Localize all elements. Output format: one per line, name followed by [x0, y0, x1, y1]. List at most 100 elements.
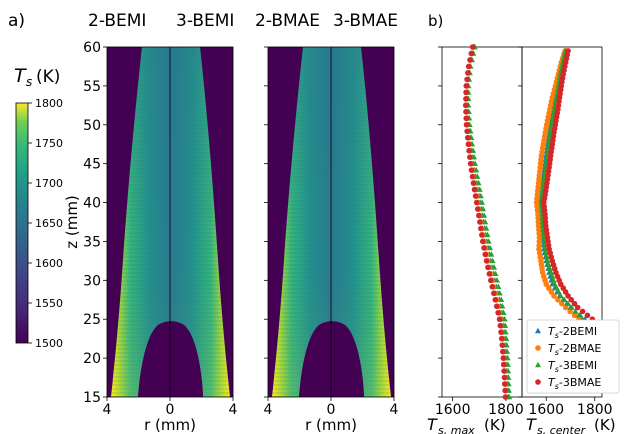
data-point [464, 128, 470, 135]
data-point [467, 160, 474, 167]
data-point [479, 232, 485, 238]
scatter-tmax-xlabel-sub: s, max [438, 424, 475, 434]
scatter-tmax-xlabel-main: T [427, 415, 438, 434]
data-point [482, 251, 489, 258]
ytick-label: 60 [83, 40, 101, 56]
data-point [495, 283, 502, 290]
data-point [491, 264, 498, 270]
data-point [491, 290, 497, 297]
heatmap-bemi-shading [111, 47, 230, 397]
data-point [567, 308, 573, 315]
data-point [499, 303, 506, 309]
data-point [476, 186, 483, 192]
data-point [483, 225, 490, 231]
data-point [464, 76, 470, 83]
legend-label: Ts-2BEMI [548, 325, 597, 340]
scatter-tmax-xlabel-unit: (K) [484, 416, 506, 434]
data-point [471, 153, 478, 160]
xtick-label: 1800 [488, 402, 524, 418]
data-point [469, 44, 476, 50]
heatmap-bemi-xticks: 4 0 4 [103, 397, 238, 418]
data-point [499, 342, 506, 348]
xtick-label: 4 [264, 402, 273, 418]
colorbar-bar [15, 102, 29, 344]
xtick-label: 0 [327, 402, 336, 418]
data-point [498, 335, 505, 342]
xtick-label: 1600 [435, 402, 471, 418]
legend-items: Ts-2BEMI Ts-2BMAE Ts-3BEMI Ts-3BMAE [535, 325, 601, 391]
ytick-label: 25 [83, 312, 101, 328]
data-point [492, 296, 499, 303]
data-point [485, 238, 492, 244]
heatmap-bmae-xlabel: r (mm) [305, 416, 357, 434]
data-point [466, 147, 472, 154]
data-point [561, 296, 568, 302]
data-point [501, 374, 508, 381]
colorbar-tick-label: 1650 [35, 217, 63, 230]
data-point [575, 312, 582, 318]
panel-label-b: b) [428, 12, 443, 30]
xtick-label: 1800 [577, 402, 613, 418]
ytick-label: 30 [83, 273, 101, 289]
data-point [481, 212, 488, 218]
data-point [475, 179, 482, 186]
data-point [549, 273, 556, 279]
heatmap-bemi-title-left: 2-BEMI [88, 11, 146, 31]
data-point [484, 231, 491, 238]
data-point [465, 141, 472, 148]
data-point [502, 322, 509, 328]
data-point [462, 102, 469, 109]
data-point [470, 180, 477, 186]
scatter-tcenter-xlabel-main: T [526, 415, 537, 434]
legend-marker [535, 327, 541, 334]
data-point [480, 238, 486, 245]
legend-marker [535, 379, 541, 385]
data-point [546, 265, 553, 271]
scatter-tcenter-xlabel-unit: (K) [594, 416, 616, 434]
data-point [503, 341, 510, 348]
data-point [500, 361, 507, 368]
data-point [489, 284, 496, 290]
scatter-tmax-ticks: 1600 1800 [435, 46, 524, 418]
data-point [500, 348, 506, 355]
heatmap-bemi-core [138, 321, 203, 397]
ytick-label: 55 [83, 79, 101, 95]
colorbar-unit: (K) [36, 67, 60, 87]
data-point [463, 115, 470, 122]
data-point [473, 199, 480, 206]
data-point [487, 244, 493, 251]
scatter-tcenter-frame [521, 46, 603, 398]
data-point [468, 50, 475, 57]
heatmap-bmae-shading [272, 47, 391, 397]
colorbar-ticks: 1800 1750 1700 1650 1600 1550 1500 [28, 97, 63, 350]
data-point [558, 300, 565, 307]
data-point [468, 167, 475, 173]
data-point [555, 288, 562, 295]
data-point [562, 304, 569, 311]
data-point [472, 193, 479, 199]
legend-marker [535, 345, 541, 351]
data-point [463, 96, 469, 102]
data-point [584, 312, 591, 319]
data-point [493, 277, 500, 283]
data-point [498, 329, 504, 335]
data-point [489, 257, 496, 264]
data-point [467, 57, 473, 63]
data-point [474, 206, 481, 212]
xtick-label: 0 [166, 402, 175, 418]
ytick-label: 45 [83, 157, 101, 173]
data-point [485, 264, 491, 271]
data-point [504, 361, 511, 367]
data-point [463, 83, 470, 89]
data-point [477, 219, 483, 225]
legend-box [526, 319, 620, 394]
data-point [500, 309, 507, 315]
data-point [465, 70, 471, 76]
data-point [493, 303, 500, 310]
colorbar-tick-label: 1500 [35, 337, 63, 350]
ytick-label: 40 [83, 196, 101, 212]
ytick-label: 20 [83, 351, 101, 367]
data-point [479, 199, 485, 205]
legend-marker [535, 361, 541, 368]
colorbar-tick-label: 1750 [35, 137, 63, 150]
